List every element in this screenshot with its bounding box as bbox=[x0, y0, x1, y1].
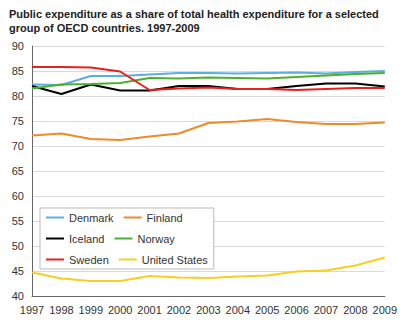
svg-text:Sweden: Sweden bbox=[69, 254, 109, 266]
svg-text:1997: 1997 bbox=[20, 304, 44, 316]
svg-text:90: 90 bbox=[12, 40, 24, 52]
svg-text:Finland: Finland bbox=[147, 212, 183, 224]
svg-text:55: 55 bbox=[12, 215, 24, 227]
svg-text:United States: United States bbox=[142, 254, 209, 266]
svg-text:45: 45 bbox=[12, 265, 24, 277]
svg-text:1999: 1999 bbox=[79, 304, 103, 316]
svg-text:2000: 2000 bbox=[108, 304, 132, 316]
svg-text:50: 50 bbox=[12, 240, 24, 252]
svg-text:75: 75 bbox=[12, 115, 24, 127]
svg-text:2004: 2004 bbox=[226, 304, 250, 316]
svg-text:Norway: Norway bbox=[137, 233, 175, 245]
svg-text:2009: 2009 bbox=[373, 304, 397, 316]
svg-text:2006: 2006 bbox=[284, 304, 308, 316]
svg-text:65: 65 bbox=[12, 165, 24, 177]
svg-text:85: 85 bbox=[12, 65, 24, 77]
svg-text:2007: 2007 bbox=[314, 304, 338, 316]
svg-text:40: 40 bbox=[12, 290, 24, 302]
svg-text:80: 80 bbox=[12, 90, 24, 102]
svg-text:2008: 2008 bbox=[343, 304, 367, 316]
svg-text:group of OECD countries. 1997-: group of OECD countries. 1997-2009 bbox=[9, 22, 200, 34]
svg-text:2002: 2002 bbox=[167, 304, 191, 316]
svg-text:Iceland: Iceland bbox=[69, 233, 104, 245]
svg-text:Public expenditure as a share: Public expenditure as a share of total h… bbox=[9, 8, 382, 20]
svg-text:2005: 2005 bbox=[255, 304, 279, 316]
svg-text:70: 70 bbox=[12, 140, 24, 152]
svg-text:1998: 1998 bbox=[49, 304, 73, 316]
svg-text:Denmark: Denmark bbox=[69, 212, 114, 224]
svg-text:2001: 2001 bbox=[137, 304, 161, 316]
svg-text:2003: 2003 bbox=[196, 304, 220, 316]
svg-text:60: 60 bbox=[12, 190, 24, 202]
